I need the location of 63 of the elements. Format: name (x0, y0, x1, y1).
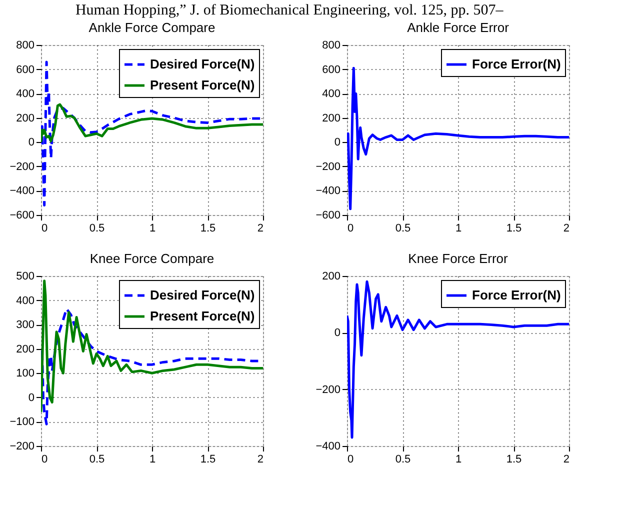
y-tick-label: −200 (10, 160, 34, 173)
legend-label: Desired Force(N) (150, 56, 255, 72)
x-tick-label: 0.5 (89, 222, 105, 234)
y-tick-label: 200 (322, 112, 340, 124)
legend-label: Present Force(N) (150, 308, 255, 324)
x-tick-label: 1 (149, 222, 156, 234)
y-tick-label: 100 (16, 368, 34, 380)
y-tick-label: 800 (322, 40, 340, 52)
line-series (41, 103, 263, 144)
x-tick-label: 0.5 (395, 454, 411, 466)
x-tick-label: 1.5 (506, 222, 522, 234)
legend-label: Desired Force(N) (150, 288, 255, 302)
line-series (41, 280, 263, 414)
y-tick-label: 200 (322, 270, 340, 282)
y-tick-label: 300 (16, 319, 34, 332)
y-tick-label: −400 (316, 185, 340, 198)
line-series (41, 60, 263, 207)
chart-title: Knee Force Compare (90, 251, 214, 266)
y-tick-label: −400 (316, 440, 340, 452)
legend-label: Present Force(N) (150, 78, 255, 92)
y-tick-label: −200 (10, 440, 34, 452)
x-tick-label: 1.5 (200, 454, 216, 466)
chart-title: Ankle Force Error (407, 20, 510, 35)
y-tick-label: 600 (16, 64, 34, 76)
x-tick-label: 2 (563, 222, 570, 234)
line-series (347, 280, 569, 439)
y-tick-label: 400 (16, 294, 34, 307)
x-tick-label: 0 (348, 222, 354, 234)
y-tick-label: 500 (16, 270, 34, 282)
x-tick-label: 1 (455, 454, 462, 466)
legend-label: Force Error(N) (472, 56, 561, 72)
y-tick-label: −600 (10, 210, 34, 222)
x-tick-label: 1.5 (506, 454, 522, 466)
y-tick-label: 0 (28, 136, 34, 149)
y-tick-label: 200 (16, 112, 34, 124)
y-tick-label: 0 (334, 327, 340, 340)
y-tick-label: 600 (322, 64, 340, 76)
x-tick-label: 2 (257, 222, 264, 234)
x-tick-label: 1 (149, 454, 156, 466)
y-tick-label: 0 (28, 392, 34, 404)
y-tick-label: 0 (334, 136, 340, 149)
chart-title: Knee Force Error (408, 251, 509, 266)
x-tick-label: 1.5 (200, 222, 216, 234)
x-tick-label: 2 (257, 454, 264, 466)
y-tick-label: 400 (322, 88, 340, 100)
y-tick-label: −600 (316, 210, 340, 222)
x-tick-label: 0 (42, 222, 48, 234)
y-tick-label: 200 (16, 343, 34, 356)
legend-label: Force Error(N) (472, 288, 561, 302)
x-tick-label: 0.5 (89, 454, 105, 466)
text: Human Hopping,” J. of Biomechanical Engineering, vol. 125, pp. 507– (75, 2, 504, 18)
x-tick-label: 0.5 (395, 222, 411, 234)
y-tick-label: −400 (10, 185, 34, 198)
y-tick-label: 800 (16, 40, 34, 52)
y-tick-label: −200 (316, 384, 340, 396)
y-tick-label: −100 (10, 416, 34, 428)
x-tick-label: 2 (563, 454, 570, 466)
x-tick-label: 1 (455, 222, 462, 234)
x-tick-label: 0 (42, 454, 48, 466)
chart-title: Ankle Force Compare (88, 20, 216, 35)
x-tick-label: 0 (348, 454, 354, 466)
y-tick-label: 400 (16, 88, 34, 100)
y-tick-label: −200 (316, 160, 340, 173)
